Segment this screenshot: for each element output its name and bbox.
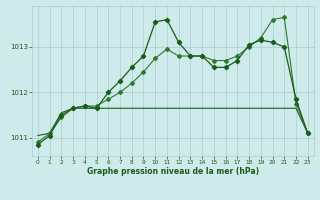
X-axis label: Graphe pression niveau de la mer (hPa): Graphe pression niveau de la mer (hPa): [87, 167, 259, 176]
